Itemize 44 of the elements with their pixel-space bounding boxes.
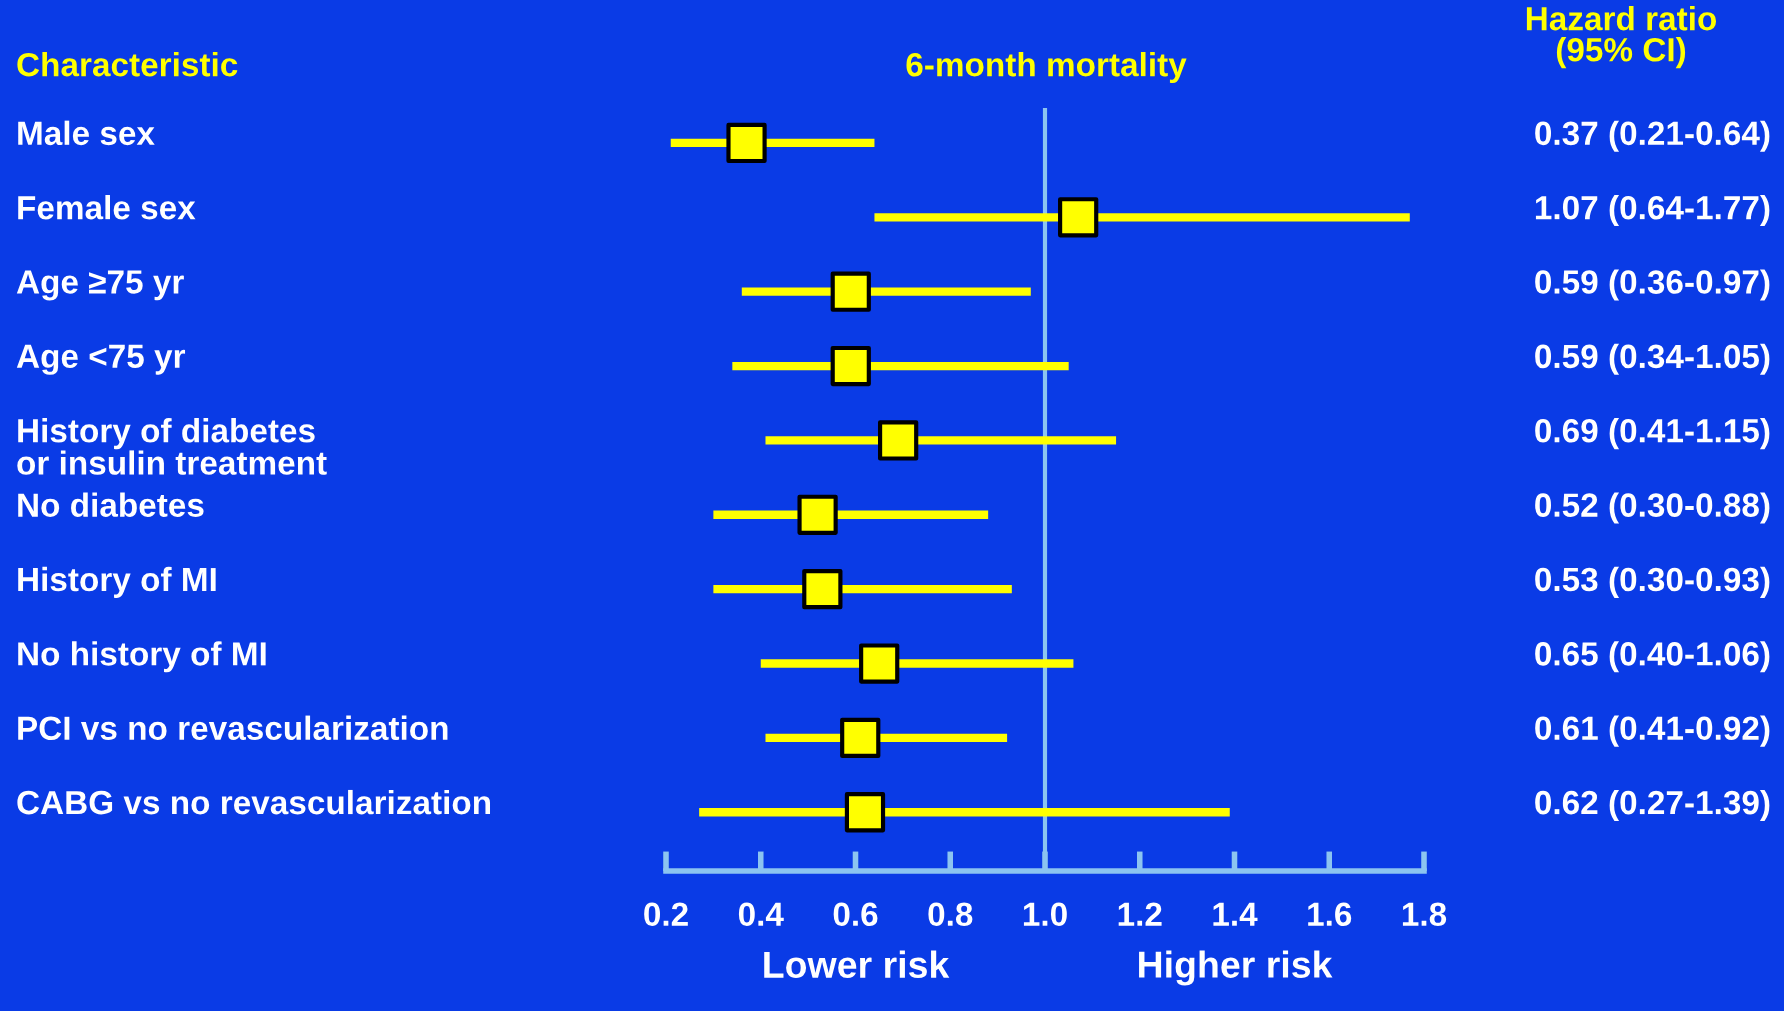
data-label: 0.53 (0.30-0.93) [1535, 566, 1770, 598]
point [840, 717, 881, 759]
data-label: 0.52 (0.30-0.88) [1535, 492, 1770, 524]
x-tick-label: 0.8 [928, 902, 973, 927]
y-tick-label: Age <75 yr [16, 344, 186, 375]
y-tick-label: History of diabetes or insulin treatment [17, 418, 327, 475]
point [797, 494, 838, 535]
data-label: 0.61 (0.41-0.92) [1535, 715, 1770, 747]
data-label: 0.59 (0.34-1.05) [1535, 343, 1770, 375]
x-tick-label: 1.8 [1402, 902, 1447, 927]
point [830, 345, 871, 387]
chart-title: 6-month mortality [906, 52, 1187, 84]
x-tick-label: 0.4 [738, 902, 784, 927]
y-tick-label: Age ≥75 yr [16, 270, 184, 301]
point [859, 643, 900, 684]
data-label: 0.69 (0.41-1.15) [1535, 418, 1770, 450]
y-tick-label: No diabetes [18, 492, 204, 517]
data-label: 0.62 (0.27-1.39) [1535, 789, 1770, 822]
y-tick-label: No history of MI [18, 641, 266, 673]
x-tick-label: 1.6 [1308, 902, 1352, 927]
point [877, 420, 919, 461]
point [726, 122, 767, 164]
point [844, 792, 886, 833]
x-tick-label: 0.2 [644, 902, 688, 927]
data-label: 0.37 (0.21-0.64) [1535, 120, 1770, 152]
data-label: 1.07 (0.64-1.77) [1535, 195, 1770, 227]
y-tick-label: Female sex [18, 195, 196, 220]
point [802, 569, 843, 610]
x-tick-label: 1.4 [1213, 902, 1258, 926]
text: Characteristic [17, 52, 238, 77]
point [830, 271, 871, 312]
y-tick-label: Male sex [18, 120, 155, 146]
data-label: 0.65 (0.40-1.06) [1535, 641, 1770, 673]
text: Higher risk [1139, 950, 1333, 986]
x-tick-label: 1.2 [1118, 902, 1162, 926]
y-tick-label: History of MI [18, 566, 216, 598]
text: Hazard ratio (95% CI) [1526, 6, 1717, 69]
point [1058, 197, 1099, 238]
x-tick-label: 0.6 [833, 902, 878, 927]
text: Lower risk [764, 950, 950, 979]
y-tick-label: PCI vs no revascularization [18, 715, 448, 741]
y-tick-label: CABG vs no revascularization [17, 789, 491, 815]
data-label: 0.59 (0.36-0.97) [1535, 269, 1770, 301]
x-tick-label: 1.0 [1023, 902, 1067, 927]
